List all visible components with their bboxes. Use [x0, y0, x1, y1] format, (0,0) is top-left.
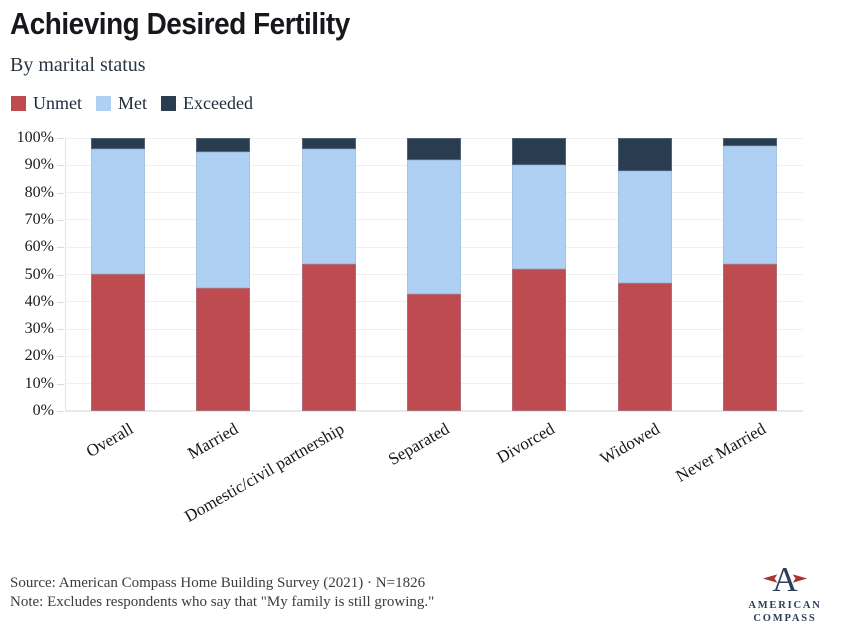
- y-axis-tick: [57, 165, 64, 167]
- gridline: [65, 410, 803, 412]
- bar-segment-exceeded: [90, 138, 145, 149]
- chart-title: Achieving Desired Fertility: [10, 6, 350, 41]
- x-axis-label: Separated: [384, 419, 453, 469]
- exclusion-note: Note: Excludes respondents who say that …: [10, 594, 435, 610]
- y-axis-tick: [57, 301, 64, 303]
- y-axis-tick-label: 50%: [24, 265, 54, 283]
- bar-segment-unmet: [196, 288, 251, 411]
- legend-swatch-exceeded: [161, 96, 176, 111]
- bar-segment-exceeded: [196, 138, 251, 152]
- bar-segment-unmet: [90, 274, 145, 411]
- bar-segment-unmet: [512, 269, 567, 411]
- y-axis-tick: [57, 247, 64, 249]
- american-compass-logo: A AMERICAN COMPASS: [733, 556, 837, 625]
- legend-item-exceeded: Exceeded: [161, 93, 253, 114]
- bar-divorced: [512, 138, 567, 411]
- bar-widowed: [617, 138, 672, 411]
- y-axis-tick-label: 20%: [24, 347, 54, 365]
- legend-swatch-met: [96, 96, 111, 111]
- bar-segment-exceeded: [617, 138, 672, 171]
- y-axis-tick-label: 0%: [32, 402, 54, 419]
- bar-segment-unmet: [723, 263, 778, 411]
- bar-separated: [407, 138, 461, 411]
- y-axis-tick-label: 70%: [24, 210, 54, 228]
- legend-swatch-unmet: [11, 96, 26, 111]
- bar-segment-met: [512, 165, 567, 270]
- bar-segment-met: [407, 159, 461, 294]
- y-axis-tick: [57, 329, 64, 331]
- x-axis-label: Widowed: [597, 419, 664, 469]
- legend-item-met: Met: [96, 93, 147, 114]
- logo-text-line1: AMERICAN: [748, 600, 822, 611]
- y-axis-tick: [57, 411, 64, 412]
- footer: Source: American Compass Home Building S…: [10, 574, 434, 612]
- legend-label: Exceeded: [183, 93, 253, 113]
- bar-segment-exceeded: [723, 138, 778, 147]
- legend-label: Unmet: [33, 93, 82, 113]
- legend-label: Met: [118, 93, 147, 113]
- bar-segment-exceeded: [512, 138, 567, 166]
- y-axis-tick-label: 30%: [24, 320, 54, 338]
- legend-item-unmet: Unmet: [11, 93, 82, 114]
- y-axis-line: [65, 138, 66, 411]
- y-axis-tick-label: 90%: [24, 156, 54, 174]
- compass-a-icon: A: [762, 560, 808, 598]
- y-axis-tick-label: 80%: [24, 183, 54, 201]
- y-axis-tick-label: 100%: [16, 129, 54, 146]
- y-axis-tick: [57, 356, 64, 358]
- source-note: Source: American Compass Home Building S…: [10, 575, 426, 591]
- svg-text:A: A: [772, 560, 798, 598]
- bar-segment-met: [723, 146, 778, 264]
- y-axis-tick: [57, 383, 64, 385]
- y-axis-tick: [57, 192, 64, 194]
- bar-segment-met: [196, 151, 251, 289]
- bar-segment-unmet: [617, 282, 672, 411]
- chart-subtitle: By marital status: [10, 54, 146, 76]
- y-axis-tick: [57, 138, 64, 139]
- x-axis-label: Married: [184, 419, 242, 463]
- bar-domestic-civil-partnership: [301, 138, 356, 411]
- y-axis-tick-label: 10%: [24, 374, 54, 392]
- y-axis-tick: [57, 274, 64, 276]
- logo-text-line2: COMPASS: [753, 613, 817, 624]
- bar-segment-exceeded: [407, 138, 461, 160]
- bar-married: [196, 138, 251, 411]
- x-axis-label: Divorced: [493, 419, 558, 468]
- bar-never-married: [723, 138, 778, 411]
- legend: Unmet Met Exceeded: [11, 93, 253, 114]
- x-axis-label: Overall: [82, 419, 137, 461]
- x-axis-label: Never Married: [672, 419, 769, 486]
- bar-segment-met: [90, 148, 145, 275]
- bar-segment-met: [301, 148, 356, 264]
- y-axis-tick: [57, 219, 64, 221]
- bar-segment-unmet: [301, 263, 356, 411]
- bar-segment-met: [617, 170, 672, 283]
- y-axis-tick-label: 40%: [24, 292, 54, 310]
- bar-segment-exceeded: [301, 138, 356, 149]
- y-axis-tick-label: 60%: [24, 238, 54, 256]
- bar-segment-unmet: [407, 293, 461, 411]
- bar-overall: [90, 138, 145, 411]
